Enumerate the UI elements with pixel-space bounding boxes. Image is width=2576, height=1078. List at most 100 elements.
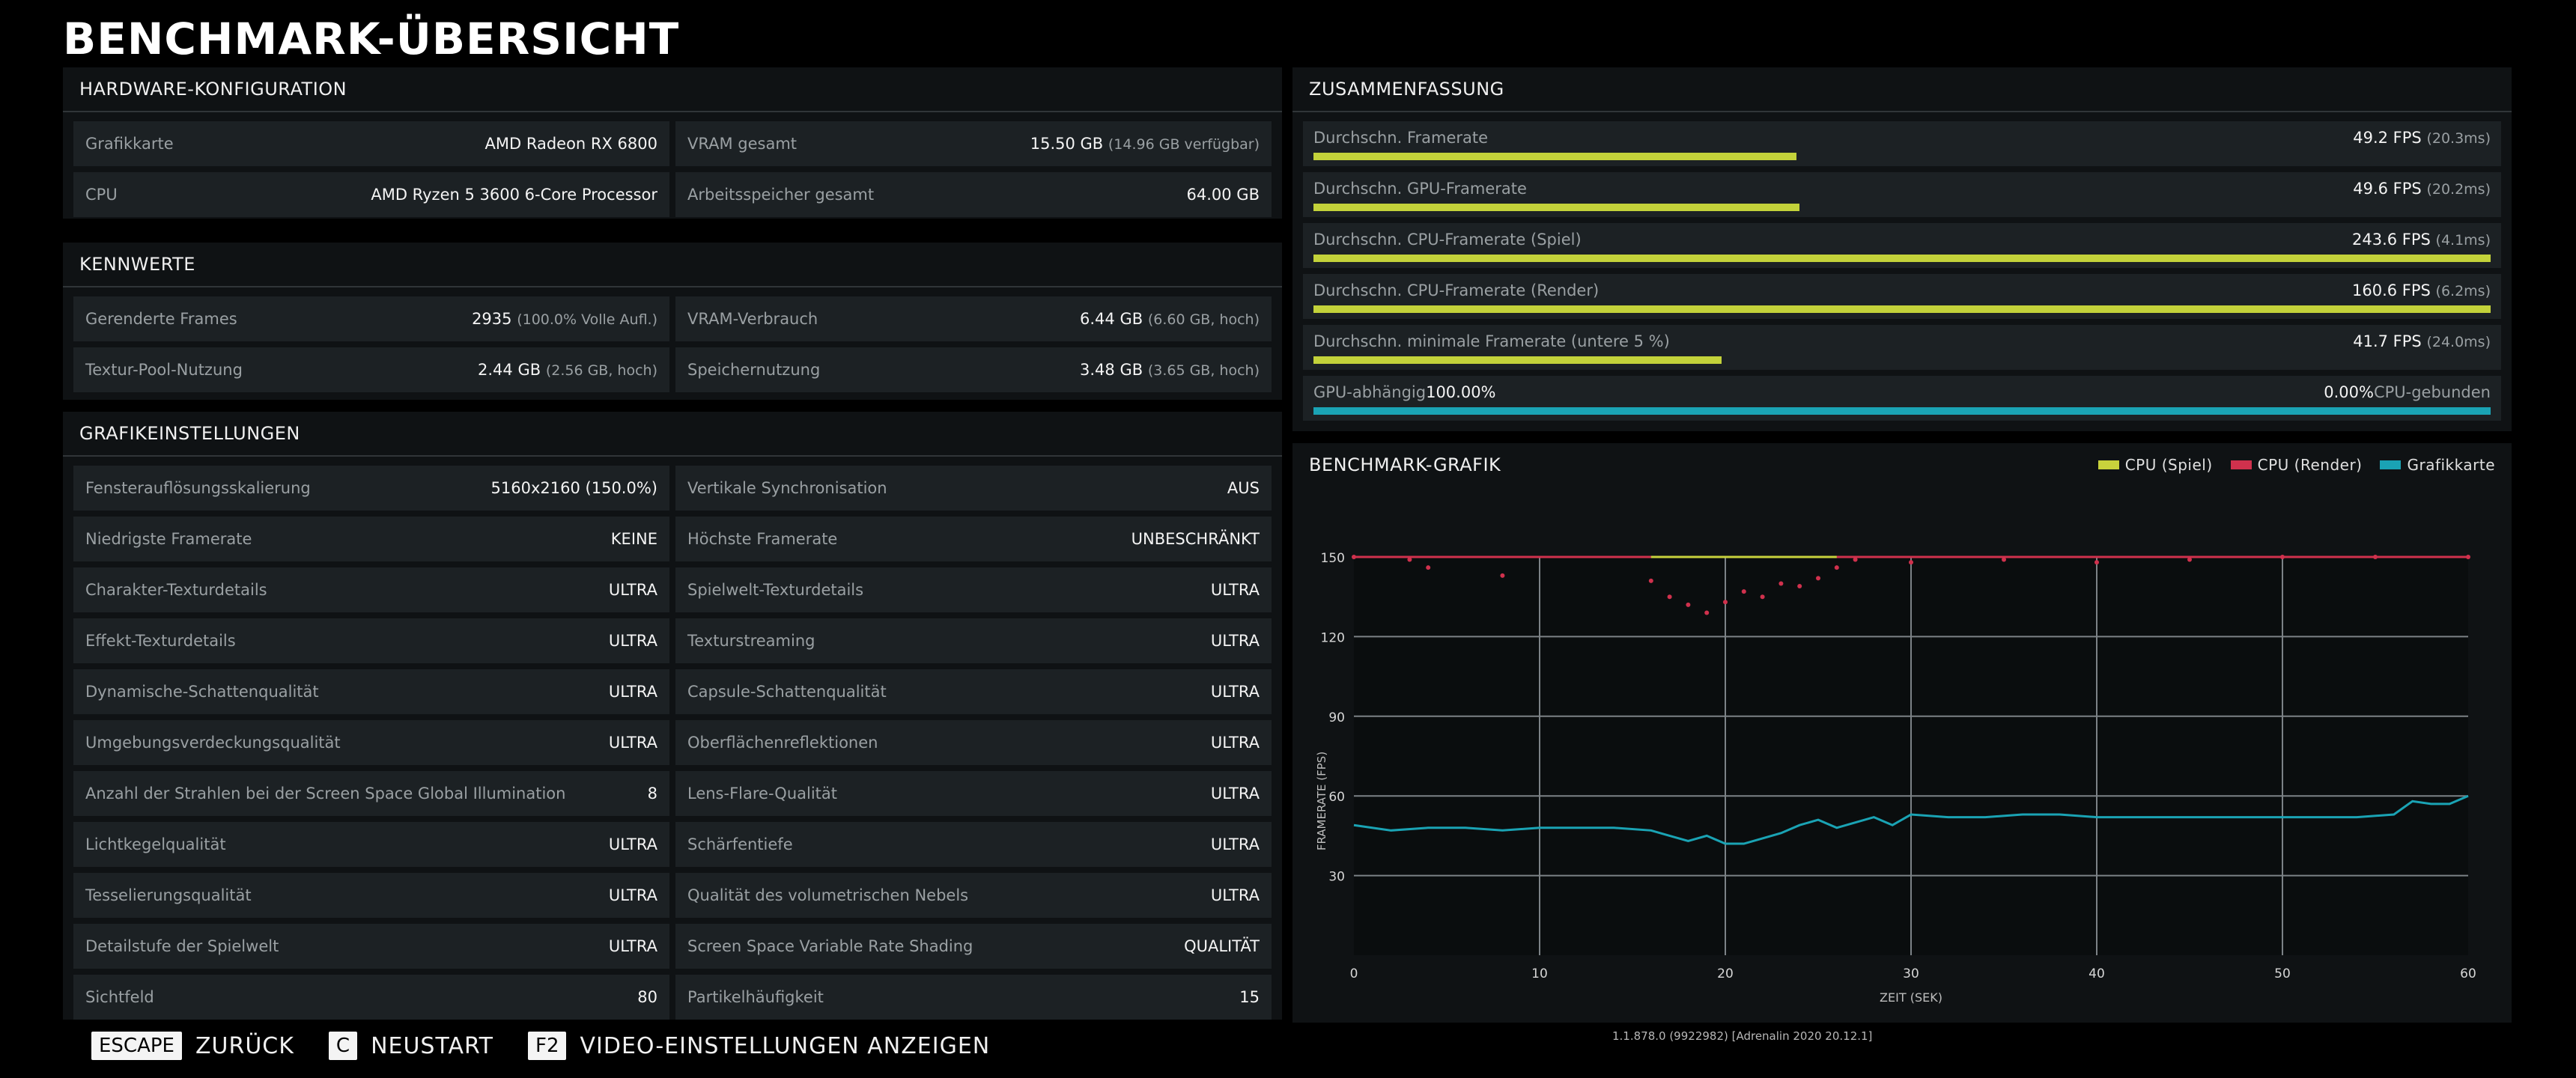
x-tick-label: 30 bbox=[1903, 966, 1919, 981]
grafik-header: GRAFIKEINSTELLUNGEN bbox=[63, 412, 1282, 457]
x-tick-label: 20 bbox=[1717, 966, 1734, 981]
footer-bar: ESCAPE ZURÜCK C NEUSTART F2 VIDEO-EINSTELLUNG… bbox=[91, 1032, 1024, 1060]
x-axis-label: ZEIT (SEK) bbox=[1880, 990, 1942, 1005]
setting-value: ULTRA bbox=[609, 734, 657, 752]
setting-value: ULTRA bbox=[1211, 785, 1260, 803]
kennwerte-header: KENNWERTE bbox=[63, 243, 1282, 287]
value-text: AMD Radeon RX 6800 bbox=[484, 135, 657, 153]
value-text: AUS bbox=[1227, 479, 1260, 497]
legend-item: Grafikkarte bbox=[2380, 456, 2495, 474]
setting-value: ULTRA bbox=[609, 835, 657, 853]
value-text: UNBESCHRÄNKT bbox=[1131, 530, 1260, 548]
cpu-render-point bbox=[1797, 584, 1802, 589]
setting-row: Anzahl der Strahlen bei der Screen Space… bbox=[73, 771, 669, 816]
setting-value: 5160x2160 (150.0%) bbox=[491, 479, 657, 497]
setting-value: 2.44 GB (2.56 GB, hoch) bbox=[478, 361, 657, 379]
value-text: ULTRA bbox=[1210, 683, 1260, 701]
gpu-series bbox=[1353, 794, 2469, 845]
cpu-render-point bbox=[1648, 578, 1653, 583]
value-text: ULTRA bbox=[608, 886, 657, 904]
setting-label: Schärfentiefe bbox=[687, 835, 793, 853]
chart-title: BENCHMARK-GRAFIK bbox=[1309, 454, 1501, 475]
value-text: 64.00 GB bbox=[1186, 186, 1260, 204]
setting-label: Sichtfeld bbox=[85, 988, 154, 1006]
setting-value: 8 bbox=[648, 785, 657, 803]
setting-label: Spielwelt-Texturdetails bbox=[687, 581, 864, 599]
setting-row: Oberflächenreflektionen ULTRA bbox=[675, 720, 1272, 765]
value-text: 2.44 GB bbox=[478, 361, 541, 379]
legend-label: CPU (Render) bbox=[2257, 456, 2363, 474]
setting-label: Partikelhäufigkeit bbox=[687, 988, 824, 1006]
y-tick-label: 30 bbox=[1328, 870, 1345, 885]
setting-value: AUS bbox=[1227, 479, 1260, 497]
value-text: 3.48 GB bbox=[1080, 361, 1143, 379]
setting-label: Oberflächenreflektionen bbox=[687, 734, 878, 752]
setting-row: Niedrigste Framerate KEINE bbox=[73, 517, 669, 561]
cpu-render-point bbox=[2280, 555, 2285, 559]
cpu-render-point bbox=[1704, 610, 1710, 615]
version-label: 1.1.878.0 (9922982) [Adrenalin 2020 20.1… bbox=[1612, 1029, 1873, 1043]
footer-action-3[interactable]: VIDEO-EINSTELLUNGEN ANZEIGEN bbox=[580, 1032, 991, 1059]
footer-action-1[interactable]: ZURÜCK bbox=[195, 1032, 294, 1059]
y-tick-label: 90 bbox=[1328, 710, 1345, 725]
value-text: ULTRA bbox=[1210, 785, 1260, 803]
setting-value: UNBESCHRÄNKT bbox=[1131, 530, 1260, 548]
setting-row: VRAM gesamt 15.50 GB (14.96 GB verfügbar) bbox=[675, 121, 1272, 166]
setting-label: Arbeitsspeicher gesamt bbox=[687, 186, 875, 204]
cpu-render-point bbox=[2373, 555, 2378, 559]
summary-label: Durchschn. minimale Framerate (untere 5 … bbox=[1313, 332, 1670, 350]
value-text: AMD Ryzen 5 3600 6-Core Processor bbox=[371, 186, 657, 204]
legend-item: CPU (Spiel) bbox=[2097, 456, 2213, 474]
value-text: ULTRA bbox=[1210, 886, 1260, 904]
setting-value: QUALITÄT bbox=[1184, 937, 1260, 955]
setting-value: ULTRA bbox=[609, 683, 657, 701]
cpu-render-point bbox=[1686, 602, 1691, 607]
setting-label: Vertikale Synchronisation bbox=[687, 479, 887, 497]
setting-row: Höchste Framerate UNBESCHRÄNKT bbox=[675, 517, 1272, 561]
summary-bar bbox=[1313, 305, 2491, 313]
setting-row: Schärfentiefe ULTRA bbox=[675, 822, 1272, 867]
setting-row: Capsule-Schattenqualität ULTRA bbox=[675, 669, 1272, 714]
summary-ms: (24.0ms) bbox=[2426, 334, 2491, 350]
setting-label: VRAM gesamt bbox=[687, 135, 798, 153]
setting-row: Effekt-Texturdetails ULTRA bbox=[73, 618, 669, 663]
setting-row: Texturstreaming ULTRA bbox=[675, 618, 1272, 663]
summary-bar bbox=[1313, 255, 2491, 262]
value-text: 80 bbox=[637, 988, 657, 1006]
setting-row: Textur-Pool-Nutzung 2.44 GB (2.56 GB, hoc… bbox=[73, 347, 669, 392]
summary-header: ZUSAMMENFASSUNG bbox=[1292, 67, 2512, 112]
cpu-label-text: CPU-gebunden bbox=[2373, 383, 2491, 401]
setting-value: 15.50 GB (14.96 GB verfügbar) bbox=[1030, 135, 1260, 153]
summary-bar bbox=[1313, 356, 1722, 364]
setting-value: AMD Ryzen 5 3600 6-Core Processor bbox=[371, 186, 657, 204]
setting-value: 3.48 GB (3.65 GB, hoch) bbox=[1080, 361, 1260, 379]
setting-label: CPU bbox=[85, 186, 118, 204]
key-escape-badge[interactable]: ESCAPE bbox=[91, 1032, 182, 1060]
kennwerte-panel: KENNWERTE Gerenderte Frames 2935 (100.0% … bbox=[63, 243, 1282, 400]
setting-label: Niedrigste Framerate bbox=[85, 530, 252, 548]
summary-value: 243.6 FPS (4.1ms) bbox=[2352, 231, 2491, 249]
setting-row: Charakter-Texturdetails ULTRA bbox=[73, 567, 669, 612]
setting-value: 15 bbox=[1239, 988, 1260, 1006]
setting-label: Tesselierungsqualität bbox=[85, 886, 252, 904]
footer-action-2[interactable]: NEUSTART bbox=[371, 1032, 493, 1059]
cpu-render-point bbox=[1909, 560, 1913, 565]
setting-row: Gerenderte Frames 2935 (100.0% Volle Aufl… bbox=[73, 296, 669, 341]
value-text: KEINE bbox=[610, 530, 657, 548]
setting-row: Sichtfeld 80 bbox=[73, 975, 669, 1020]
hardware-header: HARDWARE-KONFIGURATION bbox=[63, 67, 1282, 112]
key-c-badge[interactable]: C bbox=[328, 1032, 358, 1060]
gpu-pct: 100.00% bbox=[1426, 383, 1496, 401]
cpu-render-point bbox=[1853, 557, 1858, 562]
cpu-render-point bbox=[1426, 565, 1431, 570]
chart-header: BENCHMARK-GRAFIK CPU (Spiel) CPU (Render)… bbox=[1292, 443, 2512, 487]
value-detail: (14.96 GB verfügbar) bbox=[1108, 136, 1260, 153]
key-f2-badge[interactable]: F2 bbox=[527, 1032, 567, 1060]
setting-value: AMD Radeon RX 6800 bbox=[484, 135, 657, 153]
y-tick-label: 60 bbox=[1328, 790, 1345, 805]
summary-row: Durchschn. minimale Framerate (untere 5 … bbox=[1303, 325, 2501, 370]
hardware-title: HARDWARE-KONFIGURATION bbox=[79, 79, 347, 100]
setting-value: ULTRA bbox=[1211, 581, 1260, 599]
setting-label: Grafikkarte bbox=[85, 135, 174, 153]
cpu-render-point bbox=[1741, 589, 1746, 594]
